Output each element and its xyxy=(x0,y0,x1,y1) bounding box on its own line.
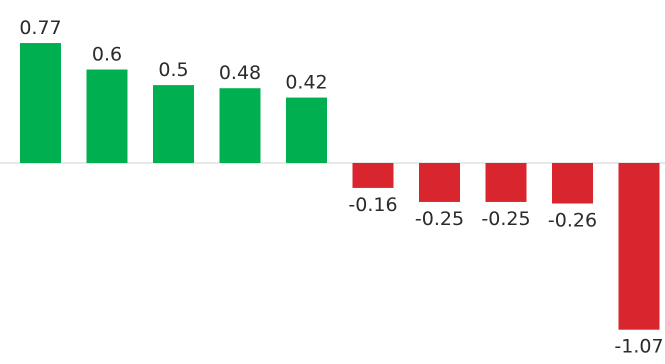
bar-9 xyxy=(552,163,593,204)
data-label-5: 0.42 xyxy=(285,72,327,94)
bar-7 xyxy=(419,163,460,202)
data-label-2: 0.6 xyxy=(92,44,122,66)
bar-4 xyxy=(219,88,261,163)
data-label-1: 0.77 xyxy=(19,17,61,39)
bar-2 xyxy=(86,69,128,163)
data-label-3: 0.5 xyxy=(158,59,188,81)
bar-10 xyxy=(618,163,660,330)
bar-6 xyxy=(352,163,394,188)
bar-5 xyxy=(286,97,327,163)
data-labels-group: 0.77 0.6 0.5 0.48 0.42 -0.16 -0.25 -0.25 -0.26 -1… xyxy=(19,17,663,358)
data-label-8: -0.25 xyxy=(481,208,530,230)
data-label-6: -0.16 xyxy=(348,194,397,216)
bar-1 xyxy=(20,43,61,164)
data-label-7: -0.25 xyxy=(415,208,464,230)
data-label-9: -0.26 xyxy=(548,210,597,232)
data-label-10: -1.07 xyxy=(614,336,663,358)
bars-group xyxy=(20,43,660,330)
bar-3 xyxy=(153,85,194,163)
bar-8 xyxy=(485,163,527,202)
data-label-4: 0.48 xyxy=(219,62,261,84)
